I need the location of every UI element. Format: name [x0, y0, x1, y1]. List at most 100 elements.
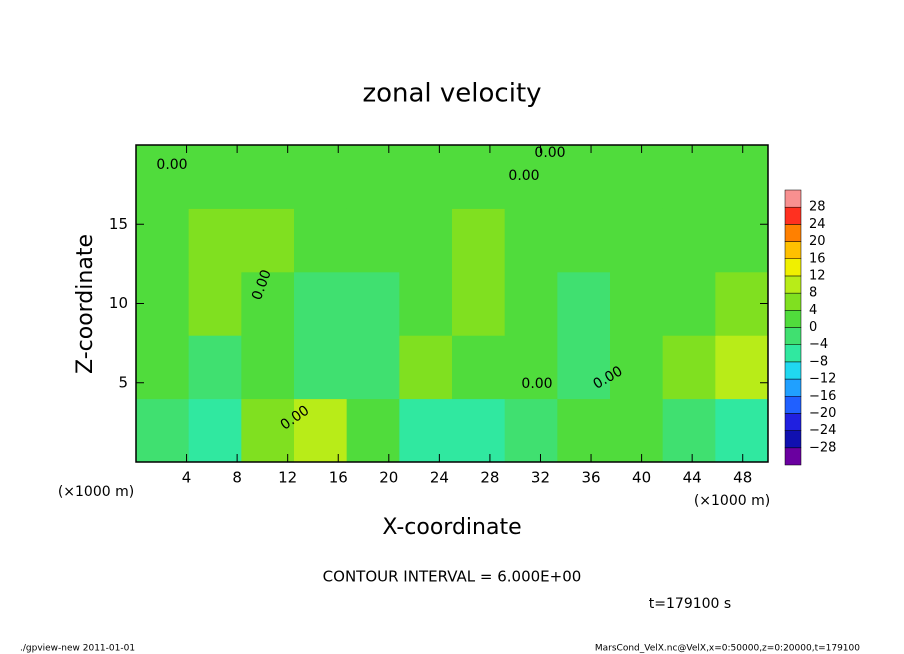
x-unit: (×1000 m): [694, 493, 770, 509]
cell: [662, 398, 716, 463]
colorbar-label: 4: [809, 303, 817, 318]
cell: [136, 335, 190, 400]
cell: [715, 271, 769, 336]
cell: [452, 271, 506, 336]
cell: [504, 271, 558, 336]
cell: [346, 271, 400, 336]
cell: [662, 335, 716, 400]
time-label: t=179100 s: [649, 596, 731, 612]
cell: [346, 145, 400, 209]
cell: [504, 208, 558, 273]
contour-label: 0.00: [534, 145, 565, 161]
cell: [715, 335, 769, 400]
colorbar-label: 20: [809, 234, 826, 249]
contour-label: 0.00: [508, 168, 539, 184]
cell: [504, 335, 558, 400]
colorbar-swatch: [784, 361, 802, 380]
colorbar-label: −28: [809, 440, 836, 455]
cell: [452, 208, 506, 273]
x-tick-label: 28: [480, 469, 499, 487]
cell: [452, 145, 506, 209]
colorbar-swatch: [784, 224, 802, 242]
x-tick-label: 36: [581, 469, 600, 487]
cell: [504, 145, 558, 209]
cell: [715, 398, 769, 463]
cell: [188, 398, 242, 463]
colorbar-label: 0: [809, 320, 817, 335]
colorbar-label: 28: [809, 200, 826, 215]
y-tick-label: 10: [109, 294, 128, 312]
cell: [188, 271, 242, 336]
contour-label: 0.00: [156, 157, 187, 173]
y-tick-label: 15: [109, 215, 128, 233]
cell: [399, 145, 453, 209]
cell: [294, 335, 348, 400]
colorbar-swatch: [784, 344, 802, 363]
cell: [188, 208, 242, 273]
y-unit: (×1000 m): [58, 484, 134, 500]
cell: [399, 208, 453, 273]
colorbar-swatch: [784, 396, 802, 414]
y-tick-label: 5: [118, 373, 128, 391]
x-tick-label: 16: [329, 469, 348, 487]
cell: [294, 271, 348, 336]
colorbar-swatch: [784, 378, 802, 397]
cell: [136, 271, 190, 336]
colorbar-label: −4: [809, 337, 828, 352]
x-tick-label: 32: [531, 469, 550, 487]
contour-interval: CONTOUR INTERVAL = 6.000E+00: [323, 568, 582, 586]
cell: [715, 145, 769, 209]
cell: [294, 208, 348, 273]
cell: [241, 271, 295, 336]
cell: [241, 208, 295, 273]
colorbar-swatch: [784, 413, 802, 431]
cell: [557, 335, 611, 400]
cell: [399, 335, 453, 400]
cell: [557, 271, 611, 336]
x-tick-label: 8: [232, 469, 242, 487]
x-tick-label: 48: [733, 469, 752, 487]
cell: [610, 398, 664, 463]
colorbar-swatch: [784, 206, 802, 225]
colorbar-label: −16: [809, 389, 836, 404]
x-tick-label: 44: [683, 469, 702, 487]
colorbar-label: 8: [809, 286, 817, 301]
x-tick-label: 4: [182, 469, 192, 487]
cell: [557, 398, 611, 463]
cell: [346, 398, 400, 463]
cell: [241, 398, 295, 463]
cell: [610, 335, 664, 400]
cell: [188, 335, 242, 400]
colorbar-swatch: [784, 447, 802, 466]
colorbar-swatch: [784, 327, 802, 345]
colorbar-swatch: [784, 310, 802, 328]
chart-title: zonal velocity: [362, 79, 541, 109]
cell: [399, 398, 453, 463]
cell: [241, 335, 295, 400]
contour-label: 0.00: [521, 376, 552, 392]
cell: [136, 208, 190, 273]
colorbar-label: −20: [809, 406, 836, 421]
cell: [662, 208, 716, 273]
cell: [504, 398, 558, 463]
cell: [136, 398, 190, 463]
cell: [715, 208, 769, 273]
cell: [557, 208, 611, 273]
colorbar-label: 12: [809, 268, 826, 283]
colorbar-swatch: [784, 258, 802, 277]
cell: [557, 145, 611, 209]
cell: [610, 145, 664, 209]
x-tick-label: 40: [632, 469, 651, 487]
cell: [452, 335, 506, 400]
cell: [662, 271, 716, 336]
colorbar-label: 24: [809, 217, 826, 232]
colorbar-label: −24: [809, 423, 836, 438]
cell: [294, 145, 348, 209]
cell: [610, 271, 664, 336]
x-tick-label: 24: [430, 469, 449, 487]
cell: [662, 145, 716, 209]
colorbar-label: 16: [809, 251, 826, 266]
cell: [136, 145, 190, 209]
colorbar-swatch: [784, 275, 802, 294]
